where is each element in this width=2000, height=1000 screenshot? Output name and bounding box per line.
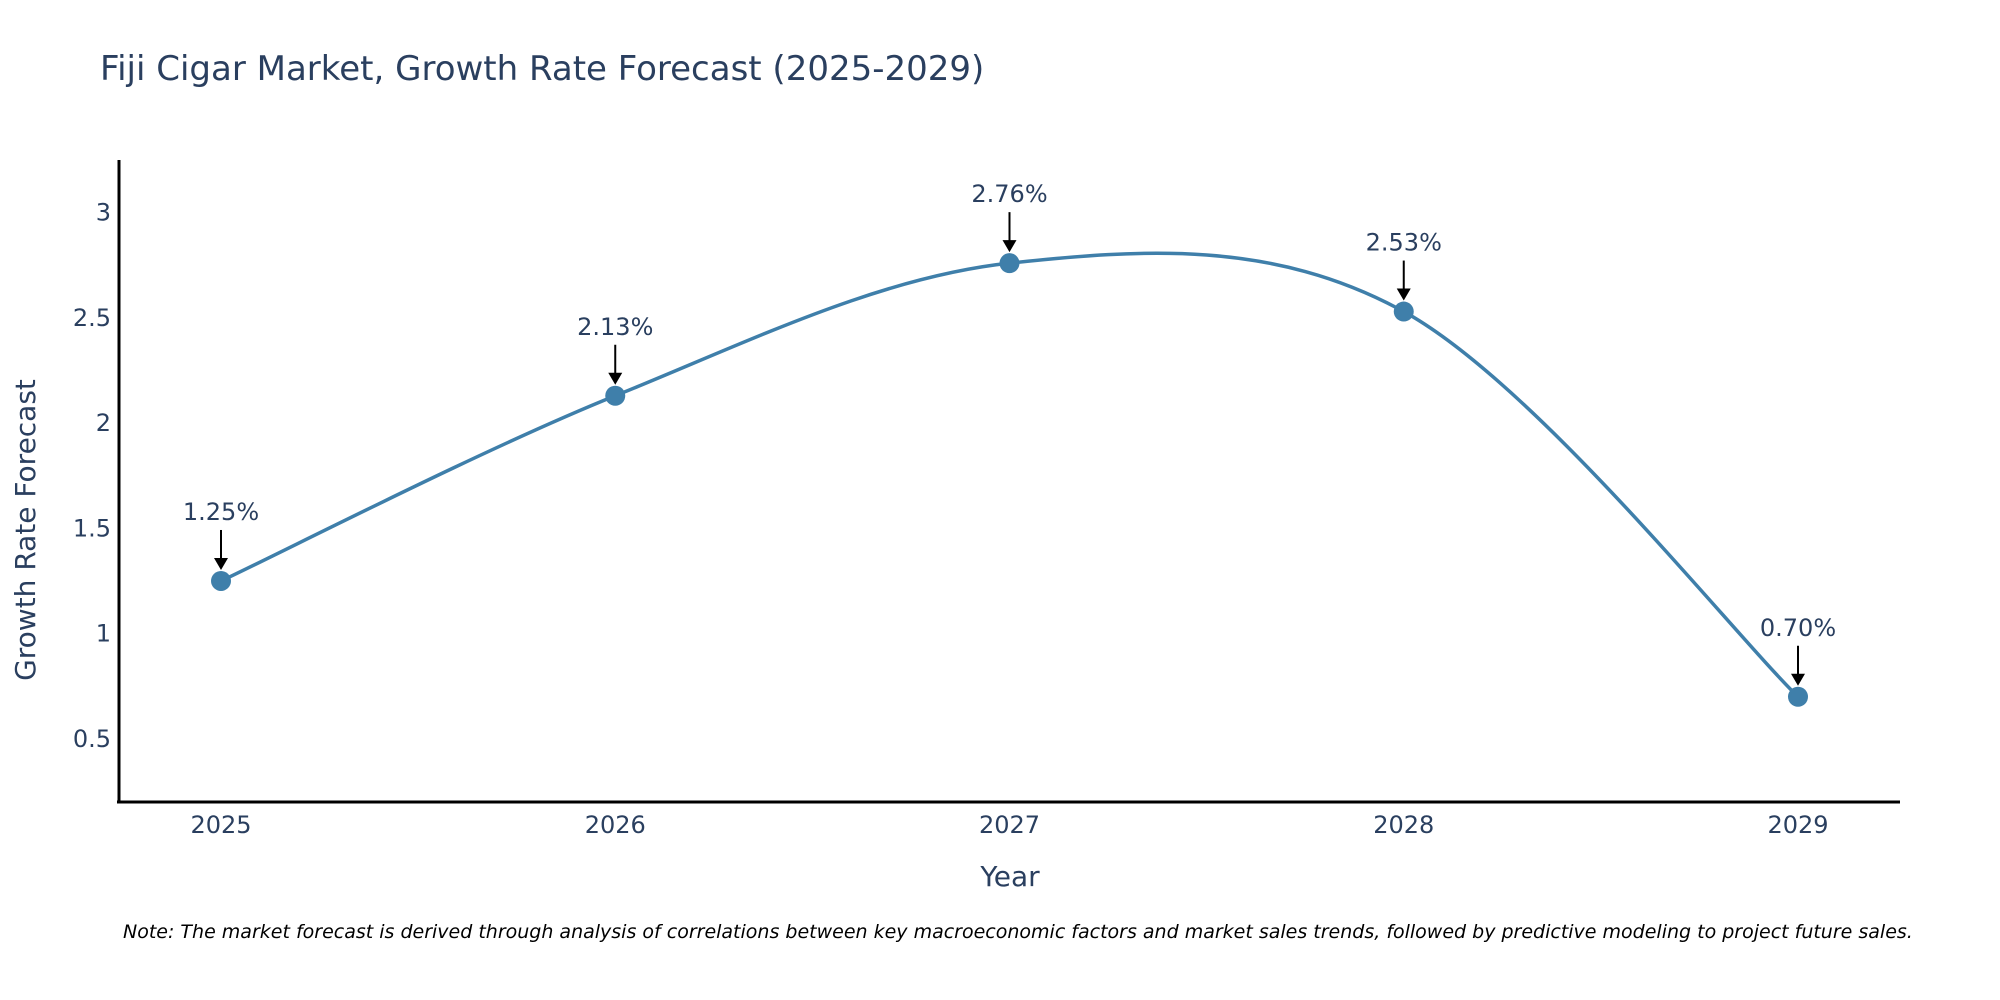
annotation-arrow-head <box>214 557 228 570</box>
data-point <box>1393 301 1414 322</box>
annotation-arrow-head <box>608 372 623 385</box>
x-axis-title: Year <box>979 860 1040 893</box>
data-point <box>1788 686 1808 707</box>
data-label: 2.13% <box>577 313 653 341</box>
data-markers <box>211 253 1808 707</box>
x-tick-label: 2025 <box>190 811 251 839</box>
x-tick-label: 2029 <box>1767 811 1828 839</box>
data-label: 2.53% <box>1366 229 1442 257</box>
series-line <box>220 251 1800 699</box>
data-label: 1.25% <box>183 498 259 526</box>
y-tick-label: 1 <box>96 620 111 648</box>
y-axis-title: Growth Rate Forecast <box>9 379 42 681</box>
y-tick-labels: 0.5 1 1.5 2 2.5 3 <box>73 199 111 753</box>
y-tick-label: 0.5 <box>73 725 111 753</box>
y-tick-label: 2.5 <box>73 304 111 332</box>
y-tick-label: 3 <box>96 199 111 227</box>
data-label: 0.70% <box>1760 614 1836 642</box>
y-tick-label: 1.5 <box>73 514 111 542</box>
footnote: Note: The market forecast is derived thr… <box>123 921 1913 943</box>
x-tick-label: 2028 <box>1373 811 1434 839</box>
data-point <box>999 253 1020 274</box>
data-point <box>211 570 231 591</box>
x-tick-label: 2027 <box>979 811 1040 839</box>
annotation-arrow-head <box>1396 288 1411 301</box>
data-point <box>605 385 626 406</box>
data-annotations: 1.25% 2.13% 2.76% 2.53% 0.70% <box>183 180 1836 686</box>
chart-title: Fiji Cigar Market, Growth Rate Forecast … <box>100 49 984 89</box>
x-tick-labels: 2025 2026 2027 2028 2029 <box>190 811 1828 839</box>
y-tick-label: 2 <box>96 409 111 437</box>
annotation-arrow-head <box>1002 240 1017 253</box>
axes <box>117 160 1900 804</box>
data-label: 2.76% <box>971 180 1047 208</box>
annotation-arrow-head <box>1791 673 1805 686</box>
x-tick-label: 2026 <box>585 811 646 839</box>
